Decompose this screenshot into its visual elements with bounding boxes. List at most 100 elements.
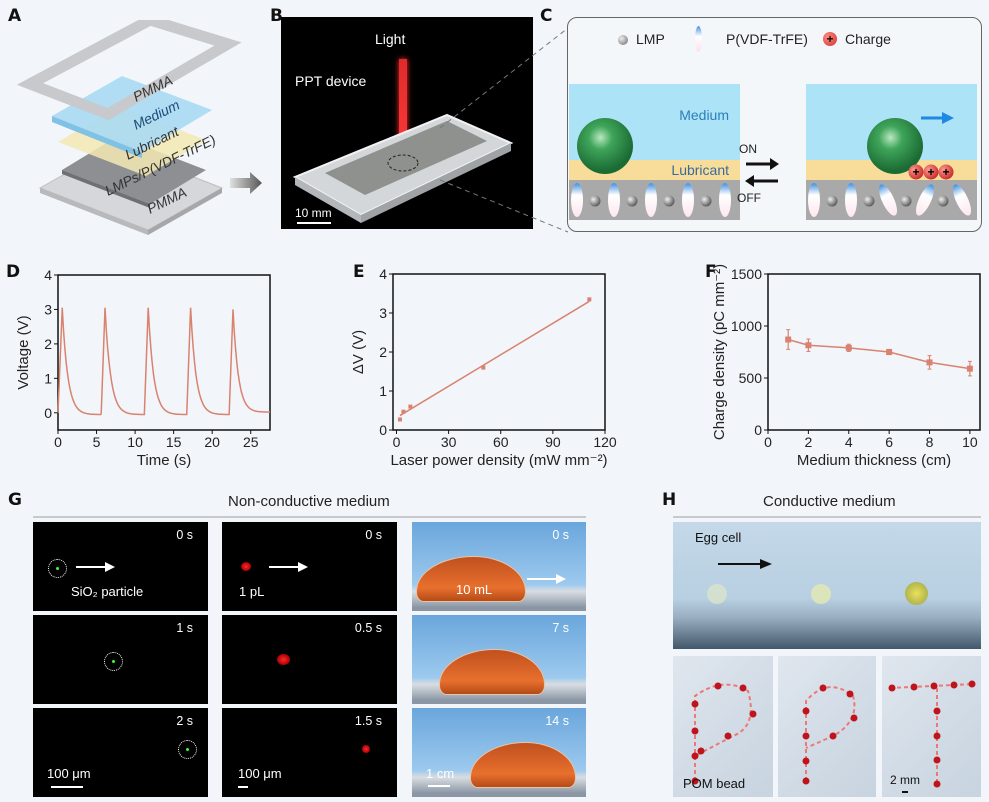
x-tick-label: 25 <box>243 434 259 450</box>
frame-bulk-1: 7 s <box>412 615 586 704</box>
x-axis-title: Medium thickness (cm) <box>797 452 951 469</box>
time-label: 7 s <box>552 621 569 635</box>
particle-sphere <box>577 118 633 174</box>
y-tick-label: 0 <box>754 422 762 438</box>
panel-letter-g: G <box>8 490 22 510</box>
zoom-lines <box>439 27 569 233</box>
focus-circle <box>387 154 419 172</box>
fit-line <box>399 300 590 417</box>
panel-letter-c: C <box>540 6 553 26</box>
y-tick-label: 1 <box>379 383 387 399</box>
frame-bulk-0: 0 s 10 mL <box>412 522 586 611</box>
bead-path-p: POM bead <box>673 656 773 797</box>
x-tick-label: 5 <box>93 434 101 450</box>
pvdf-row <box>808 183 972 217</box>
y-tick-label: 3 <box>379 305 387 321</box>
x-tick-label: 20 <box>204 434 220 450</box>
particle-sphere <box>867 118 923 174</box>
arrow-right-icon <box>269 562 308 572</box>
frame-sio2-2: 2 s 100 μm <box>33 708 208 797</box>
on-label: ON <box>739 142 757 156</box>
y-tick-label: 500 <box>739 370 763 386</box>
data-point <box>966 365 973 372</box>
data-point <box>408 404 413 409</box>
layer-edge <box>148 188 222 235</box>
x-axis-title: Time (s) <box>137 452 191 469</box>
panel-letter-d: D <box>6 262 21 282</box>
time-label: 1 s <box>176 621 193 635</box>
svg-text:+: + <box>927 165 934 179</box>
data-point <box>785 336 792 343</box>
panel-letter-f: F <box>705 262 717 282</box>
bead-label: POM bead <box>683 776 746 791</box>
y-tick-label: 0 <box>44 405 52 421</box>
x-tick-label: 8 <box>926 434 934 450</box>
time-label: 0 s <box>365 528 382 542</box>
x-tick-label: 10 <box>962 434 978 450</box>
liquid-drop <box>439 649 545 695</box>
x-tick-label: 120 <box>593 434 617 450</box>
mechanism-box: LMP P(VDF-TrFE) + Charge Medium Lubrican… <box>567 17 982 232</box>
x-tick-label: 30 <box>441 434 457 450</box>
bulk-volume-label: 10 mL <box>456 582 493 597</box>
scale-label: 10 mm <box>295 206 332 220</box>
plot-frame <box>57 274 271 431</box>
charge-cluster: + + + <box>908 164 954 180</box>
chart-charge-thickness: 0 2 4 6 8 10 0 500 1000 1500 Medium thickness (cm)… <box>711 264 981 469</box>
off-label: OFF <box>737 191 761 205</box>
device-edge <box>295 177 361 223</box>
voltage-series-line <box>57 307 270 416</box>
scale-bar <box>297 222 331 224</box>
frame-sio2-1: 1 s <box>33 615 208 704</box>
legend-charge: Charge <box>845 31 891 47</box>
time-label: 14 s <box>545 714 569 728</box>
time-label: 0 s <box>176 528 193 542</box>
x-tick-label: 0 <box>393 434 401 450</box>
pvdf-row <box>571 183 731 217</box>
particle-dot <box>56 567 59 570</box>
frame-bulk-2: 14 s 1 cm <box>412 708 586 797</box>
y-tick-label: 1500 <box>731 266 762 282</box>
lmp-sphere-icon <box>618 35 628 45</box>
layer-edge <box>52 116 142 158</box>
x-tick-label: 60 <box>493 434 509 450</box>
plot-frame <box>392 273 606 431</box>
bead-path-t: 2 mm <box>882 656 981 797</box>
legend-pvdf: P(VDF-TrFE) <box>726 31 808 47</box>
bead-trajectory <box>691 682 757 785</box>
particle-marker <box>48 559 67 578</box>
svg-text:+: + <box>942 165 949 179</box>
y-tick-label: 2 <box>44 336 52 352</box>
data-point <box>886 349 893 355</box>
y-tick-label: 4 <box>44 267 52 283</box>
device-chamber <box>325 121 487 195</box>
device-photo: Light PPT device 10 mm <box>281 17 533 229</box>
x-tick-label: 90 <box>545 434 561 450</box>
data-point <box>401 409 406 414</box>
particle-marker <box>104 652 123 671</box>
y-tick-label: 0 <box>379 422 387 438</box>
data-point <box>587 297 592 302</box>
device-edge <box>361 143 511 223</box>
data-point <box>805 342 812 349</box>
panel-letter-b: B <box>270 6 283 26</box>
data-point <box>397 417 402 422</box>
arrow-right-icon <box>76 562 115 572</box>
data-point <box>926 359 933 366</box>
section-title-conductive: Conductive medium <box>763 493 896 510</box>
liquid-drop <box>470 742 576 788</box>
layer-edge <box>62 170 150 208</box>
chart-voltage-time: 0 5 10 15 20 25 0 1 2 3 4 Time (s) Voltage (V) <box>15 267 271 469</box>
egg-cell <box>707 584 727 604</box>
droplet-dot <box>241 562 251 571</box>
device-drawing <box>292 113 514 223</box>
bead-trajectory <box>802 684 858 785</box>
scale-bar <box>902 791 908 793</box>
x-tick-label: 0 <box>54 434 62 450</box>
arrow-right-icon <box>527 574 566 584</box>
chart-deltav-power: 0 30 60 90 120 0 1 2 3 4 Laser power density (mW m… <box>350 266 617 469</box>
y-tick-label: 1000 <box>731 318 762 334</box>
egg-cell-photo: Egg cell <box>673 522 981 649</box>
motion-arrow <box>921 112 954 124</box>
data-point <box>481 365 486 370</box>
